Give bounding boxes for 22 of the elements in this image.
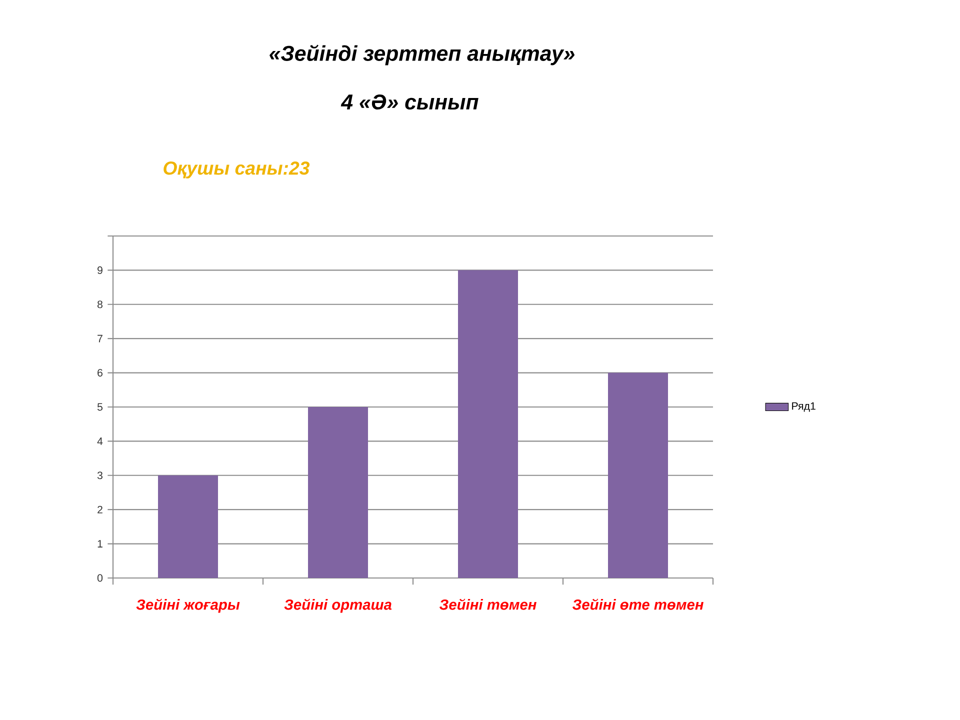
y-tick-label: 9 — [98, 266, 102, 274]
y-tick-label: 4 — [97, 438, 103, 445]
legend-label: Ряд1 — [792, 402, 816, 412]
x-tick-label: Зейіні жоғары — [136, 598, 240, 613]
bar — [458, 270, 518, 578]
y-tick-label: 7 — [98, 334, 102, 342]
y-tick-label: 3 — [97, 472, 102, 480]
y-tick-label: 2 — [98, 506, 102, 514]
x-tick-label: Зейіні өте төмен — [572, 598, 704, 610]
bar — [158, 475, 218, 578]
chart-title: «Зейінді зерттеп анықтау» — [270, 44, 574, 66]
y-tick-label: 6 — [98, 369, 102, 377]
text: Оқушы саны:23 — [164, 162, 310, 178]
y-tick-label: 1 — [98, 540, 102, 548]
x-tick-label: Зейіні орташа — [284, 598, 392, 613]
x-tick-label: Зейіні төмен — [439, 598, 536, 610]
chart-subtitle: 4 «Ә» сынып — [340, 94, 478, 110]
bar — [308, 406, 368, 578]
y-tick-label: 5 — [97, 403, 103, 411]
y-tick-label: 8 — [97, 300, 102, 308]
y-tick-label: 0 — [97, 574, 103, 582]
bar — [608, 372, 668, 578]
